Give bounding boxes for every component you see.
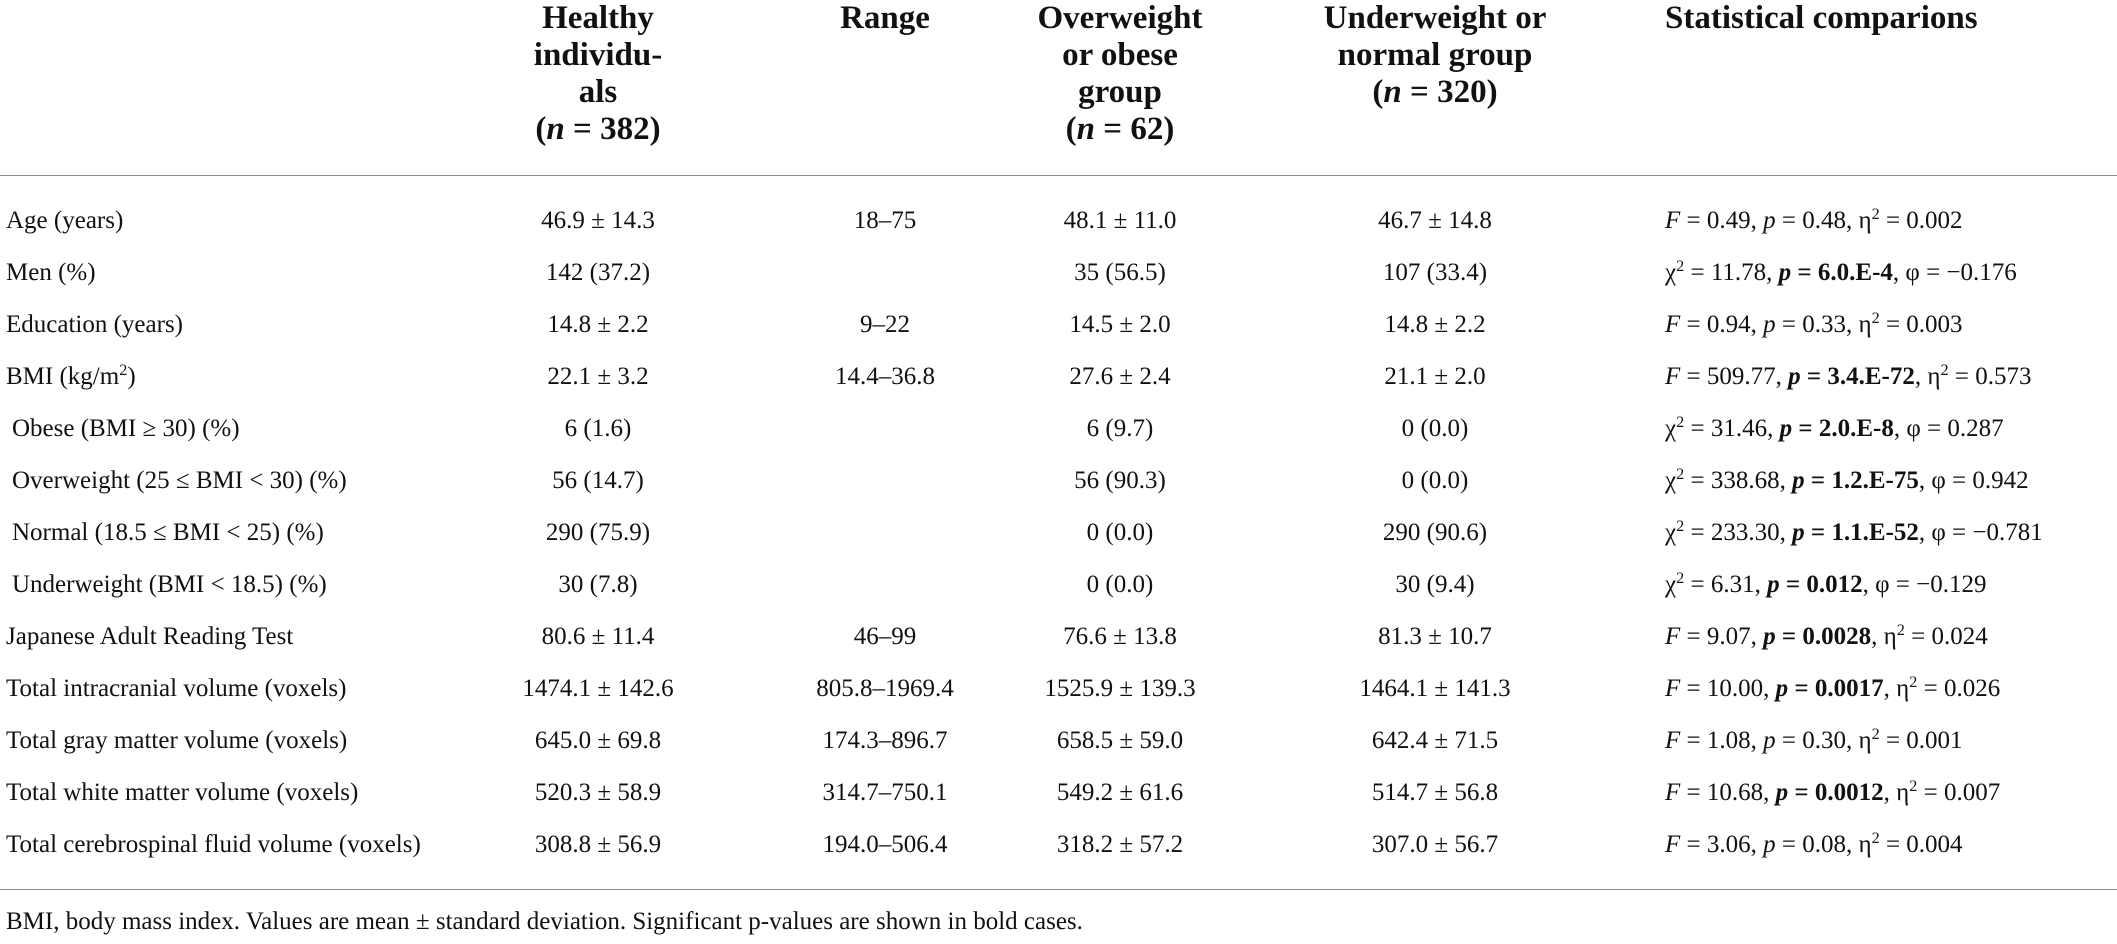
- cell-overweight: 549.2 ± 61.6: [1056, 779, 1184, 806]
- row-label: Men (%): [6, 259, 96, 286]
- cell-overweight: 76.6 ± 13.8: [1063, 623, 1177, 650]
- header-rule: [0, 175, 2117, 176]
- row-label: Total cerebrospinal fluid volume (voxels…: [6, 831, 421, 858]
- cell-healthy: 22.1 ± 3.2: [547, 363, 649, 390]
- header-overweight: Overweight or obese group (n = 62): [1037, 0, 1203, 147]
- cell-healthy: 645.0 ± 69.8: [534, 727, 662, 754]
- cell-range: 314.7–750.1: [822, 779, 948, 806]
- cell-underweight: 0 (0.0): [1401, 415, 1469, 442]
- row-label: Total gray matter volume (voxels): [6, 727, 348, 754]
- cell-overweight: 27.6 ± 2.4: [1069, 363, 1171, 390]
- cell-statistics: χ2 = 233.30, p = 1.1.E-52, φ = −0.781: [1665, 517, 2043, 546]
- cell-statistics: F = 9.07, p = 0.0028, η2 = 0.024: [1665, 621, 1988, 650]
- cell-healthy: 520.3 ± 58.9: [534, 779, 662, 806]
- cell-overweight: 35 (56.5): [1074, 259, 1166, 286]
- cell-range: 46–99: [853, 623, 917, 650]
- cell-underweight: 514.7 ± 56.8: [1371, 779, 1499, 806]
- cell-overweight: 0 (0.0): [1086, 519, 1154, 546]
- cell-underweight: 642.4 ± 71.5: [1371, 727, 1499, 754]
- cell-healthy: 290 (75.9): [545, 519, 651, 546]
- cell-underweight: 21.1 ± 2.0: [1384, 363, 1486, 390]
- cell-statistics: F = 10.68, p = 0.0012, η2 = 0.007: [1665, 777, 2001, 806]
- cell-statistics: F = 0.94, p = 0.33, η2 = 0.003: [1665, 309, 1963, 338]
- cell-healthy: 46.9 ± 14.3: [541, 207, 655, 234]
- cell-underweight: 46.7 ± 14.8: [1378, 207, 1492, 234]
- cell-range: 9–22: [860, 311, 910, 338]
- cell-healthy: 14.8 ± 2.2: [547, 311, 649, 338]
- header-healthy: Healthy individu- als (n = 382): [533, 0, 663, 147]
- cell-range: 174.3–896.7: [822, 727, 948, 754]
- table-footnote: BMI, body mass index. Values are mean ± …: [6, 908, 1083, 935]
- cell-underweight: 81.3 ± 10.7: [1378, 623, 1492, 650]
- cell-statistics: F = 509.77, p = 3.4.E-72, η2 = 0.573: [1665, 361, 2032, 390]
- cell-overweight: 6 (9.7): [1086, 415, 1154, 442]
- cell-range: 805.8–1969.4: [816, 675, 954, 702]
- cell-underweight: 107 (33.4): [1382, 259, 1488, 286]
- cell-range: 14.4–36.8: [835, 363, 935, 390]
- cell-underweight: 1464.1 ± 141.3: [1359, 675, 1511, 702]
- cell-healthy: 80.6 ± 11.4: [541, 623, 655, 650]
- header-statistical: Statistical comparions: [1665, 0, 1978, 36]
- cell-healthy: 1474.1 ± 142.6: [522, 675, 674, 702]
- cell-overweight: 0 (0.0): [1086, 571, 1154, 598]
- row-label: Japanese Adult Reading Test: [6, 623, 294, 650]
- cell-healthy: 56 (14.7): [552, 467, 644, 494]
- cell-underweight: 14.8 ± 2.2: [1384, 311, 1486, 338]
- cell-statistics: χ2 = 31.46, p = 2.0.E-8, φ = 0.287: [1665, 413, 2004, 442]
- cell-statistics: F = 3.06, p = 0.08, η2 = 0.004: [1665, 829, 1963, 858]
- cell-healthy: 30 (7.8): [558, 571, 638, 598]
- cell-healthy: 6 (1.6): [564, 415, 632, 442]
- row-label: Total white matter volume (voxels): [6, 779, 359, 806]
- row-label: Underweight (BMI < 18.5) (%): [12, 571, 327, 598]
- table-bottom-rule: [0, 889, 2117, 890]
- cell-overweight: 318.2 ± 57.2: [1056, 831, 1184, 858]
- cell-overweight: 14.5 ± 2.0: [1069, 311, 1171, 338]
- cell-statistics: F = 10.00, p = 0.0017, η2 = 0.026: [1665, 673, 2001, 702]
- cell-overweight: 48.1 ± 11.0: [1063, 207, 1177, 234]
- cell-healthy: 142 (37.2): [545, 259, 651, 286]
- row-label: Education (years): [6, 311, 184, 338]
- cell-overweight: 56 (90.3): [1074, 467, 1166, 494]
- cell-overweight: 658.5 ± 59.0: [1056, 727, 1184, 754]
- row-label: Overweight (25 ≤ BMI < 30) (%): [12, 467, 347, 494]
- cell-underweight: 0 (0.0): [1401, 467, 1469, 494]
- cell-overweight: 1525.9 ± 139.3: [1044, 675, 1196, 702]
- cell-healthy: 308.8 ± 56.9: [534, 831, 662, 858]
- cell-statistics: χ2 = 6.31, p = 0.012, φ = −0.129: [1665, 569, 1987, 598]
- cell-statistics: χ2 = 338.68, p = 1.2.E-75, φ = 0.942: [1665, 465, 2029, 494]
- row-label: BMI (kg/m2): [6, 361, 136, 390]
- row-label: Obese (BMI ≥ 30) (%): [12, 415, 240, 442]
- row-label: Normal (18.5 ≤ BMI < 25) (%): [12, 519, 324, 546]
- cell-range: 194.0–506.4: [822, 831, 948, 858]
- cell-underweight: 30 (9.4): [1395, 571, 1475, 598]
- cell-statistics: F = 1.08, p = 0.30, η2 = 0.001: [1665, 725, 1963, 754]
- header-range: Range: [840, 0, 930, 36]
- cell-underweight: 290 (90.6): [1382, 519, 1488, 546]
- cell-statistics: F = 0.49, p = 0.48, η2 = 0.002: [1665, 205, 1963, 234]
- cell-range: 18–75: [853, 207, 917, 234]
- header-underweight: Underweight or normal group (n = 320): [1323, 0, 1547, 110]
- cell-statistics: χ2 = 11.78, p = 6.0.E-4, φ = −0.176: [1665, 257, 2017, 286]
- row-label: Total intracranial volume (voxels): [6, 675, 347, 702]
- cell-underweight: 307.0 ± 56.7: [1371, 831, 1499, 858]
- row-label: Age (years): [6, 207, 124, 234]
